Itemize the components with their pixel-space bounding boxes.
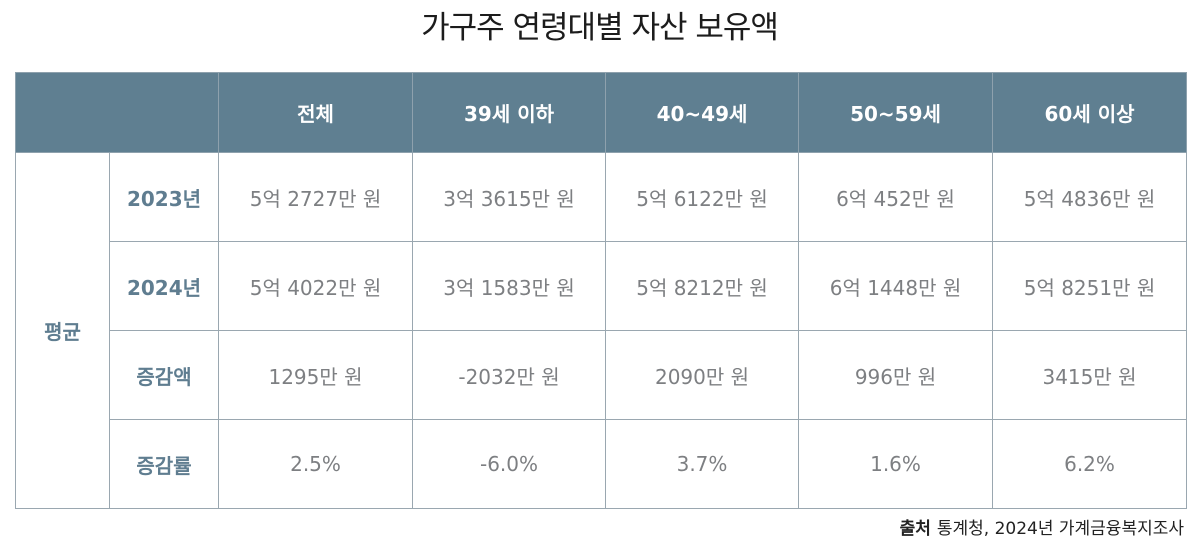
table-cell: 3415만 원 (992, 330, 1187, 420)
table-cell: 5억 8251만 원 (992, 241, 1187, 331)
table-cell: 2090만 원 (605, 330, 799, 420)
table-cell: 1.6% (798, 419, 993, 509)
column-header: 40~49세 (605, 72, 799, 153)
row-label: 증감액 (109, 330, 219, 420)
table-cell: -2032만 원 (412, 330, 606, 420)
row-label: 2023년 (109, 152, 219, 242)
table-row: 증감액 1295만 원 -2032만 원 2090만 원 996만 원 3415… (16, 330, 1187, 420)
table-cell: 5억 2727만 원 (218, 152, 413, 242)
group-label-average: 평균 (15, 152, 110, 509)
table-row: 2024년 5억 4022만 원 3억 1583만 원 5억 8212만 원 6… (16, 241, 1187, 331)
header-corner-cell (15, 72, 219, 153)
table-cell: 3억 3615만 원 (412, 152, 606, 242)
column-header: 60세 이상 (992, 72, 1187, 153)
asset-table: 전체 39세 이하 40~49세 50~59세 60세 이상 평균 2023년 … (15, 72, 1187, 509)
table-cell: 1295만 원 (218, 330, 413, 420)
page-title: 가구주 연령대별 자산 보유액 (421, 10, 779, 46)
column-header: 39세 이하 (412, 72, 606, 153)
table-cell: 6.2% (992, 419, 1187, 509)
table-cell: 5억 8212만 원 (605, 241, 799, 331)
table-cell: 5억 4836만 원 (992, 152, 1187, 242)
table-cell: 3억 1583만 원 (412, 241, 606, 331)
table-cell: 5억 4022만 원 (218, 241, 413, 331)
table-cell: 6억 1448만 원 (798, 241, 993, 331)
table-row: 평균 2023년 5억 2727만 원 3억 3615만 원 5억 6122만 … (15, 152, 1187, 509)
table-cell: -6.0% (412, 419, 606, 509)
source-label: 출처 (899, 519, 931, 539)
table-cell: 5억 6122만 원 (605, 152, 799, 242)
column-header: 50~59세 (798, 72, 993, 153)
source-note: 출처 통계청, 2024년 가계금융복지조사 (900, 514, 1184, 539)
table-header-row: 전체 39세 이하 40~49세 50~59세 60세 이상 (15, 72, 1187, 153)
row-label: 2024년 (109, 241, 219, 331)
row-label: 증감률 (109, 419, 219, 509)
table-cell: 2.5% (218, 419, 413, 509)
table-row: 증감률 2.5% -6.0% 3.7% 1.6% 6.2% (16, 419, 1187, 509)
table-cell: 3.7% (605, 419, 799, 509)
table-cell: 6억 452만 원 (798, 152, 993, 242)
column-header: 전체 (218, 72, 413, 153)
source-text: 통계청, 2024년 가계금융복지조사 (936, 519, 1184, 539)
table-cell: 996만 원 (798, 330, 993, 420)
